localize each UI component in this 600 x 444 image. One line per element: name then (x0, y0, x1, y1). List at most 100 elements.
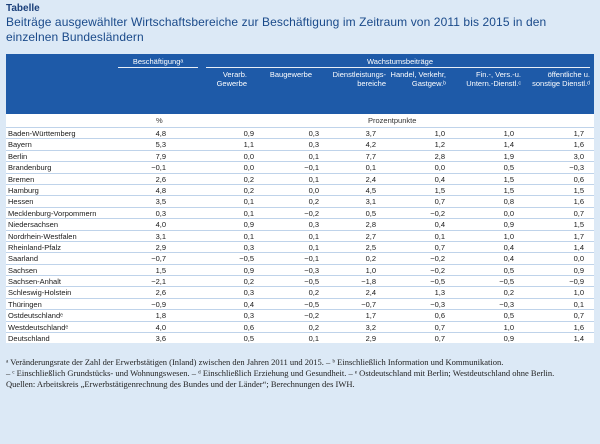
header-col-bau: Baugewerbe (269, 70, 312, 79)
header-col-oeff: öffentliche u. sonstige Dienstl.ᵈ (532, 70, 590, 88)
row-value: −0,2 (304, 311, 319, 321)
row-value: 1,4 (503, 140, 514, 150)
row-value: 1,7 (573, 129, 584, 138)
row-value: 1,6 (573, 140, 584, 150)
row-value: −0,3 (304, 265, 319, 275)
row-region-name: Thüringen (8, 299, 42, 309)
row-value: 0,2 (243, 174, 254, 184)
row-value: 0,3 (155, 208, 166, 218)
row-value: 0,0 (573, 254, 584, 264)
row-value: 1,0 (503, 129, 514, 138)
row-value: 0,7 (434, 322, 445, 332)
table-row: Bayern 5,3 1,1 0,3 4,2 1,2 1,4 1,6 (6, 138, 594, 149)
row-value: −0,5 (499, 277, 514, 287)
row-value: 0,4 (434, 174, 445, 184)
row-value: 1,4 (573, 334, 584, 344)
header-col-verarb: Verarb. Gewerbe (216, 70, 247, 88)
row-value: 1,5 (573, 185, 584, 195)
row-region-name: Brandenburg (8, 163, 52, 173)
row-value: −0,3 (569, 163, 584, 173)
header-beschaeftigung: Beschäftigungᵃ (132, 57, 184, 66)
row-region-name: Rheinland-Pfalz (8, 242, 61, 252)
row-value: 1,9 (503, 151, 514, 161)
row-value: 2,9 (365, 334, 376, 344)
row-value: 0,2 (503, 288, 514, 298)
row-region-name: Mecklenburg-Vorpommern (8, 208, 97, 218)
row-value: 0,9 (503, 220, 514, 230)
table-row: Saarland −0,7 −0,5 −0,1 0,2 −0,2 0,4 0,0 (6, 252, 594, 263)
row-value: 1,7 (365, 311, 376, 321)
row-value: 0,3 (243, 311, 254, 321)
row-value: 3,6 (155, 334, 166, 344)
units-row: % Prozentpunkte (6, 114, 594, 127)
row-value: 1,6 (573, 322, 584, 332)
table-row: Hamburg 4,8 0,2 0,0 4,5 1,5 1,5 1,5 (6, 183, 594, 195)
row-value: 1,5 (503, 174, 514, 184)
row-value: 2,8 (434, 151, 445, 161)
row-value: 0,1 (573, 299, 584, 309)
row-value: 0,7 (434, 334, 445, 344)
table-row: Deutschland 3,6 0,5 0,1 2,9 0,7 0,9 1,4 (6, 332, 594, 343)
footnote-line: – ᶜ Einschließlich Grundstücks- und Wohn… (6, 368, 555, 378)
row-value: 0,9 (243, 265, 254, 275)
row-value: 0,6 (243, 322, 254, 332)
table-row: Rheinland-Pfalz 2,9 0,3 0,1 2,5 0,7 0,4 1,4 (6, 240, 594, 252)
row-value: 7,7 (365, 151, 376, 161)
unit-percent: % (156, 116, 163, 125)
table-row: Sachsen-Anhalt −2,1 0,2 −0,5 −1,8 −0,5 −0,5 −0,… (6, 275, 594, 286)
row-value: −0,5 (239, 254, 254, 264)
row-value: 3,1 (155, 231, 166, 241)
table-row: Niedersachsen 4,0 0,9 0,3 2,8 0,4 0,9 1,5 (6, 218, 594, 229)
row-value: 5,3 (155, 140, 166, 150)
row-value: 2,5 (365, 242, 376, 252)
row-value: 0,2 (243, 185, 254, 195)
row-region-name: Nordrhein-Westfalen (8, 231, 77, 241)
row-value: 0,3 (308, 220, 319, 230)
row-value: −0,1 (151, 163, 166, 173)
row-value: 0,4 (243, 299, 254, 309)
row-value: 7,9 (155, 151, 166, 161)
row-value: 0,3 (308, 140, 319, 150)
table-row: Sachsen 1,5 0,9 −0,3 1,0 −0,2 0,5 0,9 (6, 263, 594, 275)
row-value: −0,3 (499, 299, 514, 309)
table-row: Schleswig-Holstein 2,6 0,3 0,2 2,4 1,3 0,2 1,0 (6, 286, 594, 297)
row-value: 0,2 (243, 277, 254, 287)
row-value: 3,7 (365, 129, 376, 138)
row-value: 2,7 (365, 231, 376, 241)
header-col-fin: Fin.-, Vers.-u. Untern.-Dienstl.ᶜ (466, 70, 521, 88)
row-value: 0,5 (243, 334, 254, 344)
table-row: Bremen 2,6 0,2 0,1 2,4 0,4 1,5 0,6 (6, 172, 594, 184)
row-value: −0,5 (304, 299, 319, 309)
table-title: Beiträge ausgewählter Wirtschaftsbereich… (6, 15, 547, 44)
row-value: 1,3 (434, 288, 445, 298)
row-value: 0,7 (434, 242, 445, 252)
row-value: 0,2 (308, 322, 319, 332)
row-value: 0,1 (308, 151, 319, 161)
row-value: 2,9 (155, 242, 166, 252)
row-region-name: Saarland (8, 254, 39, 264)
table-row: Westdeutschlandᵉ 4,0 0,6 0,2 3,2 0,7 1,0 1,6 (6, 320, 594, 332)
row-value: 1,7 (573, 231, 584, 241)
row-region-name: Bayern (8, 140, 32, 150)
table-row: Baden-Württemberg 4,8 0,9 0,3 3,7 1,0 1,0 1,7 (6, 127, 594, 138)
row-value: −0,2 (304, 208, 319, 218)
row-value: 1,6 (573, 197, 584, 207)
row-value: −0,9 (569, 277, 584, 287)
row-value: 1,0 (434, 129, 445, 138)
row-region-name: Bremen (8, 174, 35, 184)
row-region-name: Niedersachsen (8, 220, 59, 230)
row-value: 2,6 (155, 288, 166, 298)
row-region-name: Sachsen-Anhalt (8, 277, 61, 287)
row-value: 0,3 (308, 129, 319, 138)
row-value: −0,7 (151, 254, 166, 264)
row-value: −1,8 (361, 277, 376, 287)
table-row: Ostdeutschlandᵉ 1,8 0,3 −0,2 1,7 0,6 0,5 0,7 (6, 309, 594, 320)
row-value: 0,9 (243, 129, 254, 138)
row-value: −0,5 (304, 277, 319, 287)
row-region-name: Hamburg (8, 185, 39, 195)
row-value: 1,0 (503, 231, 514, 241)
table-row: Nordrhein-Westfalen 3,1 0,1 0,1 2,7 0,1 1,0 1,7 (6, 229, 594, 241)
table-row: Berlin 7,9 0,0 0,1 7,7 2,8 1,9 3,0 (6, 149, 594, 161)
header-col-handel: Handel, Verkehr, Gastgew.ᵇ (390, 70, 446, 88)
row-region-name: Westdeutschlandᵉ (8, 322, 69, 332)
